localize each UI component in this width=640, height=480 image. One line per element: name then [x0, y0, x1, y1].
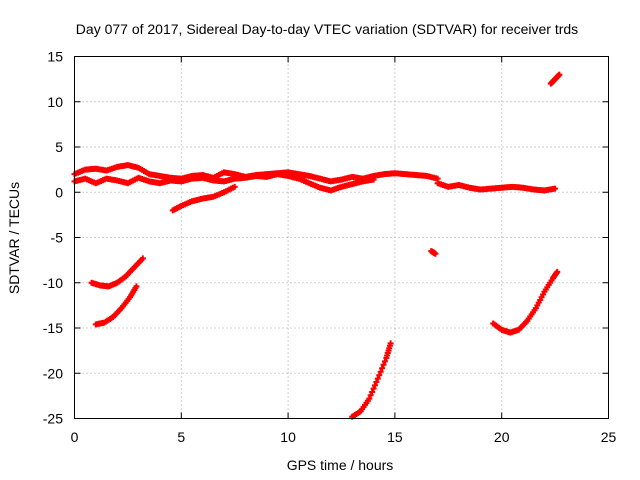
x-tick-label: 10 — [280, 429, 296, 445]
ticks-layer — [74, 56, 609, 419]
y-tick-label: -10 — [43, 275, 63, 291]
y-tick-label: -25 — [43, 411, 63, 427]
y-tick-label: 5 — [55, 139, 63, 155]
data-point — [556, 71, 563, 78]
x-tick-label: 20 — [494, 429, 510, 445]
data-point — [139, 255, 146, 262]
data-point — [370, 176, 377, 183]
series — [349, 340, 394, 420]
x-tick-label: 15 — [387, 429, 403, 445]
y-tick-label: 0 — [55, 184, 63, 200]
data-point — [366, 395, 373, 402]
y-tick-label: -15 — [43, 320, 63, 336]
data-points-layer — [71, 71, 563, 420]
y-tick-label: -5 — [51, 230, 64, 246]
series — [547, 71, 563, 87]
series — [169, 183, 238, 214]
y-tick-label: -20 — [43, 365, 63, 381]
data-point — [367, 392, 374, 399]
x-tick-label: 0 — [71, 429, 79, 445]
data-point — [371, 382, 378, 389]
tick-labels-layer: 0 5 10 15 20 25 15 10 5 0 -5 -10 -15 -20 -25 — [43, 49, 617, 446]
series — [434, 180, 559, 194]
data-point — [133, 283, 140, 290]
y-tick-label: 10 — [47, 94, 63, 110]
data-point — [379, 365, 386, 372]
data-point — [373, 378, 380, 385]
y-tick-label: 15 — [47, 49, 63, 65]
data-point — [377, 368, 384, 375]
x-tick-label: 25 — [601, 429, 617, 445]
data-point — [380, 361, 387, 368]
data-point — [369, 388, 376, 395]
data-point — [376, 372, 383, 379]
data-point — [381, 358, 388, 365]
data-point — [387, 340, 394, 347]
series — [92, 283, 140, 328]
data-point — [374, 375, 381, 382]
series — [88, 255, 146, 290]
series — [490, 268, 561, 336]
series — [428, 248, 439, 257]
x-tick-label: 5 — [177, 429, 185, 445]
x-axis-label: GPS time / hours — [287, 457, 394, 473]
chart-title: Day 077 of 2017, Sidereal Day-to-day VTE… — [76, 21, 578, 37]
data-point — [554, 268, 561, 275]
series — [71, 171, 377, 194]
data-point — [552, 185, 559, 192]
y-axis-label: SDTVAR / TECUs — [6, 182, 22, 294]
grid-layer — [74, 56, 609, 419]
data-point — [432, 250, 439, 257]
data-point — [370, 385, 377, 392]
data-point — [231, 183, 238, 190]
